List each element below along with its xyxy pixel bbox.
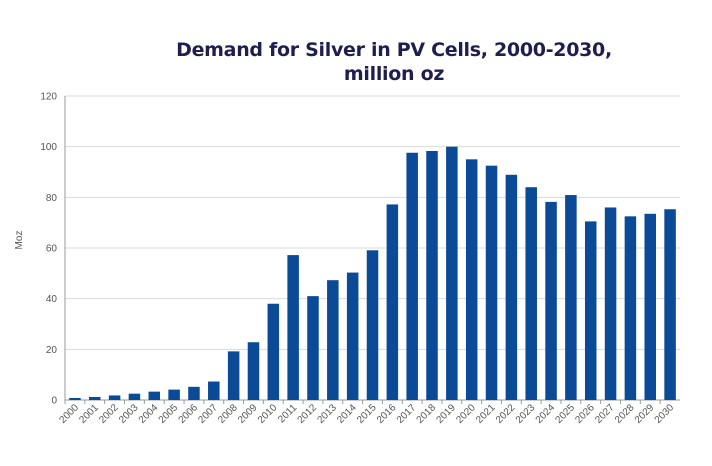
x-tick-label: 2026 bbox=[573, 402, 597, 426]
x-tick-label: 2016 bbox=[375, 402, 399, 426]
chart-title-line2: million oz bbox=[343, 63, 445, 85]
x-tick-label: 2019 bbox=[434, 402, 458, 426]
bar-2004 bbox=[148, 391, 161, 400]
x-tick-label: 2013 bbox=[315, 402, 339, 426]
x-tick-label: 2008 bbox=[216, 402, 240, 426]
x-tick-label: 2017 bbox=[395, 402, 419, 426]
bar-2015 bbox=[366, 250, 379, 400]
y-tick-label: 60 bbox=[46, 244, 58, 255]
x-tick-label: 2000 bbox=[58, 402, 82, 426]
bar-2028 bbox=[624, 216, 637, 400]
bar-2003 bbox=[128, 393, 141, 400]
bar-2027 bbox=[604, 207, 617, 400]
bar-2006 bbox=[188, 386, 200, 400]
x-tick-label: 2003 bbox=[117, 402, 141, 426]
y-axis-label: Moz bbox=[14, 231, 25, 250]
bar-2021 bbox=[485, 165, 498, 400]
x-tick-label: 2012 bbox=[296, 402, 320, 426]
x-tick-labels: 2000200120022003200420052006200720082009… bbox=[58, 402, 677, 426]
bar-2001 bbox=[89, 396, 101, 400]
bar-2019 bbox=[446, 146, 458, 400]
bar-2010 bbox=[267, 303, 280, 400]
x-tick-label: 2021 bbox=[474, 402, 498, 426]
chart-title-line1: Demand for Silver in PV Cells, 2000-2030… bbox=[176, 39, 612, 61]
x-tick-label: 2025 bbox=[553, 402, 577, 426]
bar-2022 bbox=[505, 174, 518, 400]
bar-2013 bbox=[327, 280, 339, 400]
x-tick-label: 2009 bbox=[236, 402, 260, 426]
x-tick-label: 2002 bbox=[97, 402, 121, 426]
bar-2024 bbox=[545, 201, 557, 400]
bar-2020 bbox=[465, 159, 478, 400]
x-tick-label: 2024 bbox=[534, 402, 558, 426]
bar-2005 bbox=[168, 389, 180, 400]
x-tick-label: 2018 bbox=[415, 402, 439, 426]
bar-2012 bbox=[307, 296, 319, 400]
bar-2016 bbox=[386, 204, 399, 400]
x-tick-label: 2005 bbox=[157, 402, 181, 426]
y-tick-label: 0 bbox=[51, 396, 57, 407]
y-tick-label: 80 bbox=[46, 193, 58, 204]
x-tick-label: 2014 bbox=[335, 402, 359, 426]
x-tick-label: 2028 bbox=[613, 402, 637, 426]
x-tick-label: 2027 bbox=[593, 402, 617, 426]
bar-2018 bbox=[426, 150, 438, 400]
x-tick-label: 2011 bbox=[276, 402, 299, 425]
x-tick-label: 2023 bbox=[514, 402, 538, 426]
bar-2011 bbox=[287, 255, 299, 400]
x-tick-label: 2004 bbox=[137, 402, 161, 426]
bar-2007 bbox=[208, 381, 220, 400]
bar-2030 bbox=[664, 209, 676, 400]
x-tick-label: 2007 bbox=[196, 402, 220, 426]
x-tick-label: 2006 bbox=[177, 402, 201, 426]
bar-2014 bbox=[346, 272, 359, 400]
bar-2026 bbox=[584, 221, 597, 400]
x-tick-label: 2030 bbox=[653, 402, 677, 426]
y-tick-label: 120 bbox=[40, 92, 57, 103]
x-tick-label: 2022 bbox=[494, 402, 518, 426]
x-tick-label: 2029 bbox=[633, 402, 657, 426]
bar-2002 bbox=[108, 395, 121, 400]
bar-2023 bbox=[525, 187, 537, 400]
bar-2025 bbox=[565, 195, 577, 400]
y-tick-labels: 0 20 40 60 80 100 120 bbox=[40, 92, 57, 407]
bar-2000 bbox=[69, 397, 81, 400]
bar-2017 bbox=[406, 152, 418, 400]
y-tick-label: 100 bbox=[40, 142, 57, 153]
bars bbox=[69, 146, 676, 400]
bar-2009 bbox=[247, 342, 260, 400]
x-tick-label: 2020 bbox=[454, 402, 478, 426]
y-tick-label: 40 bbox=[46, 294, 58, 305]
x-tick-label: 2015 bbox=[355, 402, 379, 426]
y-tick-label: 20 bbox=[46, 345, 58, 356]
x-tick-label: 2001 bbox=[77, 402, 101, 426]
x-tick-label: 2010 bbox=[256, 402, 280, 426]
bar-2029 bbox=[644, 213, 656, 400]
bar-2008 bbox=[227, 351, 240, 400]
